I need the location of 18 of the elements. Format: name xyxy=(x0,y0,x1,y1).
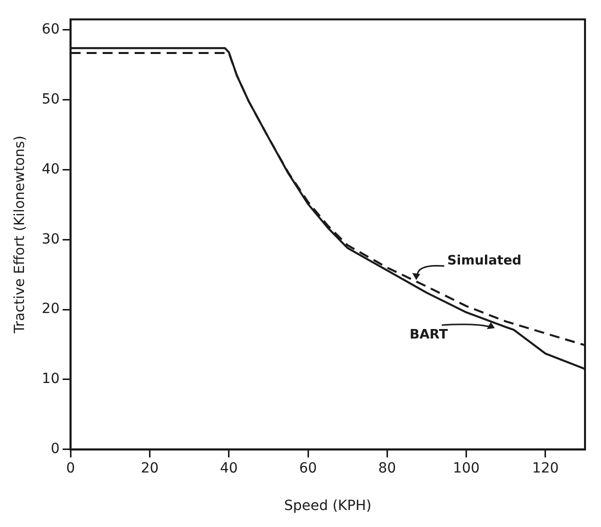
y-tick-label: 50 xyxy=(42,91,60,108)
x-tick-label: 120 xyxy=(532,460,559,476)
x-axis-title: Speed (KPH) xyxy=(284,498,372,514)
y-tick-label: 10 xyxy=(42,371,60,388)
x-tick-label: 80 xyxy=(378,460,396,476)
y-tick-label: 0 xyxy=(50,441,60,458)
series-label: BART xyxy=(410,327,448,342)
y-axis-title: Tractive Effort (Kilonewtons) xyxy=(12,136,28,334)
y-tick-label: 30 xyxy=(42,231,60,248)
y-tick-label: 60 xyxy=(42,22,60,38)
y-tick-label: 20 xyxy=(42,301,60,318)
x-tick-label: 60 xyxy=(299,460,317,476)
x-tick-label: 0 xyxy=(66,460,76,476)
series-label: Simulated xyxy=(447,253,522,268)
x-tick-label: 20 xyxy=(140,460,159,476)
x-tick-label: 40 xyxy=(220,460,238,476)
y-tick-label: 40 xyxy=(42,161,60,178)
x-tick-label: 100 xyxy=(452,460,480,476)
